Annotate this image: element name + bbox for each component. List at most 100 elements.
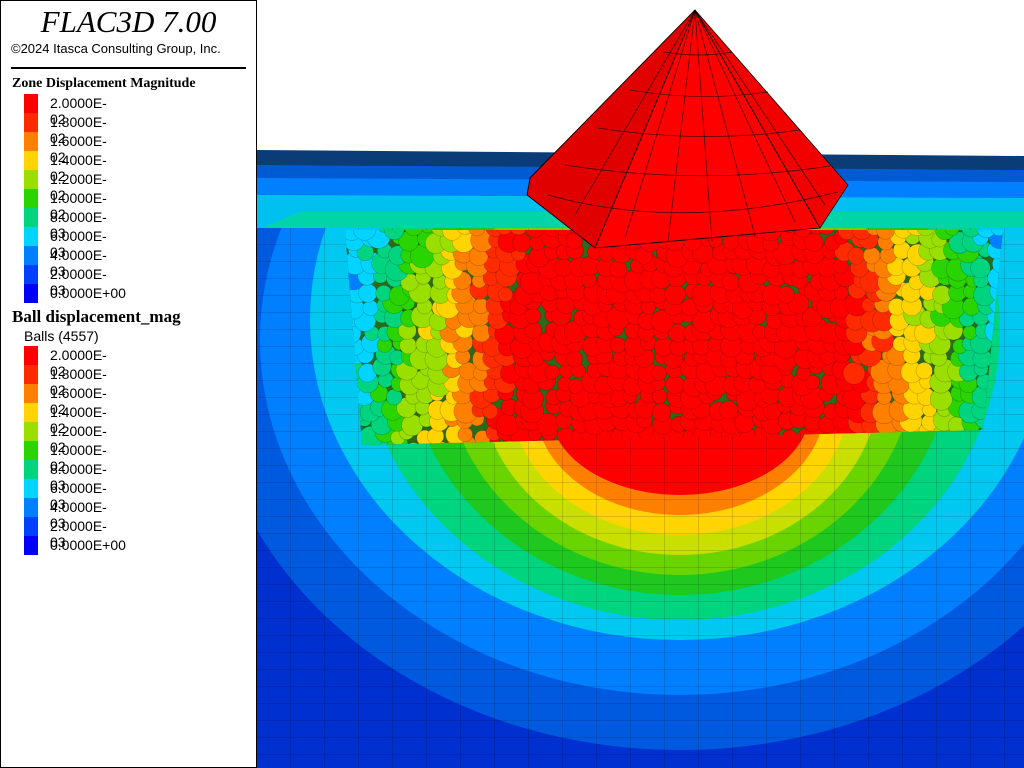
color-swatch bbox=[24, 170, 38, 189]
legend-value: 2.0000E-03 bbox=[50, 518, 107, 550]
ball bbox=[944, 230, 960, 236]
ball bbox=[904, 230, 929, 236]
ball bbox=[893, 230, 913, 239]
ball bbox=[804, 374, 821, 390]
ball bbox=[405, 442, 422, 445]
color-swatch bbox=[24, 265, 38, 284]
ball bbox=[915, 362, 933, 380]
ball bbox=[960, 230, 982, 238]
legend-panel: FLAC3D 7.00 ©2024 Itasca Consulting Grou… bbox=[0, 0, 258, 768]
ball bbox=[721, 273, 740, 292]
ball bbox=[816, 230, 836, 235]
legend-value: 6.0000E-03 bbox=[50, 228, 107, 260]
ball bbox=[420, 230, 436, 234]
color-swatch bbox=[24, 132, 38, 151]
ball bbox=[976, 230, 997, 239]
ball-count-label: Balls (4557) bbox=[24, 328, 99, 344]
color-swatch bbox=[24, 189, 38, 208]
color-swatch bbox=[24, 208, 38, 227]
copyright-text: ©2024 Itasca Consulting Group, Inc. bbox=[11, 41, 221, 56]
ball bbox=[508, 230, 529, 236]
ball bbox=[524, 230, 546, 238]
legend-value: 1.8000E-02 bbox=[50, 114, 107, 146]
ball bbox=[847, 247, 865, 265]
legend-value: 1.6000E-02 bbox=[50, 385, 107, 417]
legend-value: 1.6000E-02 bbox=[50, 133, 107, 165]
ball bbox=[512, 233, 532, 253]
legend-value: 1.4000E-02 bbox=[50, 152, 107, 184]
color-swatch bbox=[24, 498, 38, 517]
color-swatch bbox=[24, 151, 38, 170]
ball bbox=[834, 285, 849, 301]
ball bbox=[553, 230, 574, 236]
ball bbox=[495, 230, 513, 236]
color-swatch bbox=[24, 479, 38, 498]
ball bbox=[970, 257, 991, 279]
ball bbox=[777, 285, 795, 304]
model-render bbox=[257, 9, 1024, 768]
ball bbox=[457, 426, 473, 443]
zone-legend-title: Zone Displacement Magnitude bbox=[12, 76, 196, 91]
particle-balls bbox=[345, 230, 1003, 445]
legend-value: 4.0000E-03 bbox=[50, 499, 107, 531]
cone-indenter bbox=[526, 9, 849, 249]
color-swatch bbox=[24, 536, 38, 555]
ball bbox=[781, 230, 797, 233]
ball bbox=[609, 337, 627, 354]
legend-value: 1.2000E-02 bbox=[50, 423, 107, 455]
color-swatch bbox=[24, 284, 38, 303]
color-swatch bbox=[24, 422, 38, 441]
ball bbox=[567, 378, 584, 395]
ball bbox=[793, 230, 812, 238]
legend-value: 6.0000E-03 bbox=[50, 480, 107, 512]
color-swatch bbox=[24, 113, 38, 132]
ball bbox=[495, 413, 519, 437]
ball bbox=[352, 230, 377, 241]
color-swatch bbox=[24, 246, 38, 265]
ball bbox=[842, 361, 866, 385]
legend-value: 0.0000E+00 bbox=[50, 285, 126, 301]
legend-value: 1.0000E-02 bbox=[50, 442, 107, 474]
ball bbox=[758, 230, 783, 242]
app-title: FLAC3D 7.00 bbox=[40, 4, 217, 39]
model-viewport[interactable] bbox=[257, 0, 1024, 768]
color-swatch bbox=[24, 384, 38, 403]
color-swatch bbox=[24, 460, 38, 479]
legend-value: 2.0000E-03 bbox=[50, 266, 107, 298]
ball bbox=[544, 364, 560, 380]
ball-legend-title: Ball displacement_mag bbox=[12, 307, 181, 326]
color-swatch bbox=[24, 365, 38, 384]
legend-value: 8.0000E-03 bbox=[50, 461, 107, 493]
ball bbox=[916, 230, 936, 237]
legend-value: 4.0000E-03 bbox=[50, 247, 107, 279]
ball bbox=[862, 246, 881, 265]
ball bbox=[990, 230, 1003, 237]
color-swatch bbox=[24, 94, 38, 113]
legend-value: 1.2000E-02 bbox=[50, 171, 107, 203]
ball bbox=[718, 400, 738, 420]
ball bbox=[808, 230, 827, 235]
color-swatch bbox=[24, 346, 38, 365]
title-divider bbox=[11, 67, 246, 69]
ball bbox=[609, 260, 628, 278]
color-swatch bbox=[24, 403, 38, 422]
ball bbox=[932, 285, 952, 305]
legend-value: 1.0000E-02 bbox=[50, 190, 107, 222]
ball bbox=[468, 230, 486, 237]
color-swatch bbox=[24, 227, 38, 246]
legend-value: 2.0000E-02 bbox=[50, 95, 107, 127]
legend-value: 0.0000E+00 bbox=[50, 537, 126, 553]
legend-value: 1.8000E-02 bbox=[50, 366, 107, 398]
ball bbox=[652, 402, 672, 422]
ball bbox=[962, 325, 978, 340]
legend-value: 8.0000E-03 bbox=[50, 209, 107, 241]
ball bbox=[403, 230, 424, 237]
ball bbox=[362, 299, 379, 317]
legend-value: 1.4000E-02 bbox=[50, 404, 107, 436]
ball bbox=[651, 365, 667, 382]
legend-value: 2.0000E-02 bbox=[50, 347, 107, 379]
ball bbox=[383, 230, 405, 240]
ball bbox=[497, 286, 513, 302]
color-swatch bbox=[24, 441, 38, 460]
color-swatch bbox=[24, 517, 38, 536]
